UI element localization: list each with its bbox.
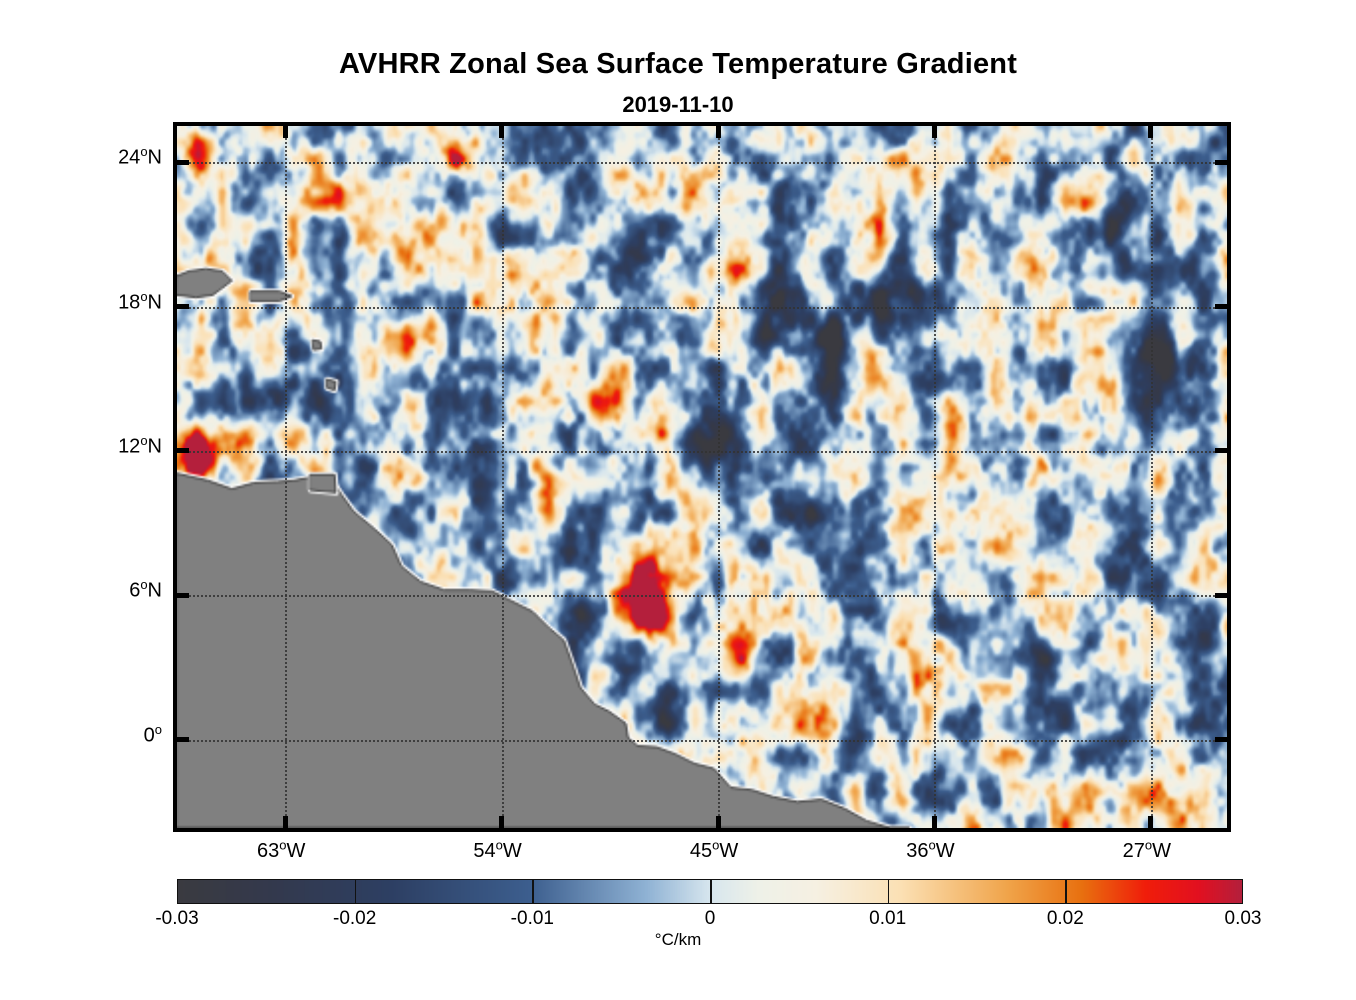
- gridline-lat-24°N: [177, 162, 1227, 165]
- x-tick-label-45°W: 45oW: [689, 837, 739, 862]
- degree-symbol: o: [140, 143, 148, 159]
- degree-symbol: o: [140, 288, 148, 304]
- colorbar-tick-mark: [887, 879, 890, 904]
- colorbar-tick-mark: [1065, 879, 1067, 904]
- y-tick-mark: [1215, 592, 1227, 598]
- y-tick-mark: [177, 159, 189, 165]
- degree-symbol: o: [712, 837, 720, 853]
- y-tick-label-12°N: 12oN: [118, 432, 162, 458]
- degree-symbol: o: [279, 837, 287, 853]
- gridline-lon-45°W: [718, 126, 721, 828]
- y-tick-label-0°: 0o: [143, 721, 162, 747]
- chart-subtitle: 2019-11-10: [622, 92, 734, 117]
- y-tick-mark: [1215, 448, 1227, 454]
- x-tick-mark: [715, 816, 721, 828]
- gridline-lat-12°N: [177, 450, 1227, 453]
- y-tick-mark: [1215, 737, 1227, 743]
- y-tick-label-18°N: 18oN: [118, 288, 162, 313]
- x-tick-mark: [499, 816, 505, 828]
- colorbar-tick-mark: [710, 879, 712, 904]
- y-tick-mark: [177, 304, 189, 309]
- degree-symbol: o: [495, 837, 503, 853]
- y-tick-mark: [177, 448, 189, 454]
- degree-symbol: o: [154, 721, 162, 737]
- x-tick-mark: [931, 816, 937, 828]
- x-tick-label-36°W: 36oW: [906, 837, 955, 862]
- x-tick-mark: [1148, 816, 1154, 828]
- y-tick-mark: [1215, 304, 1227, 309]
- colorbar-unit-label: °C/km: [654, 930, 702, 949]
- y-tick-label-24°N: 24oN: [118, 143, 162, 169]
- colorbar-tick-label--0.01: -0.01: [510, 908, 554, 929]
- colorbar-tick-mark: [354, 879, 357, 904]
- colorbar-tick-label-0.01: 0.01: [869, 908, 907, 929]
- map-axes: [173, 122, 1231, 832]
- degree-symbol: o: [140, 577, 148, 593]
- x-tick-mark: [931, 126, 937, 138]
- degree-symbol: o: [928, 837, 936, 853]
- y-tick-mark: [177, 737, 189, 743]
- x-tick-mark: [282, 816, 288, 828]
- x-tick-mark: [499, 126, 505, 138]
- x-tick-mark: [1148, 126, 1154, 138]
- degree-symbol: o: [1144, 837, 1153, 853]
- sst-gradient-heatmap: [177, 126, 1227, 828]
- x-tick-mark: [715, 126, 721, 138]
- gridline-lat-18°N: [177, 306, 1227, 309]
- gridline-lon-54°W: [501, 126, 504, 828]
- x-tick-label-27°W: 27oW: [1122, 837, 1172, 862]
- degree-symbol: o: [140, 432, 148, 448]
- gridline-lat-0°: [177, 739, 1227, 742]
- y-tick-mark: [177, 592, 189, 598]
- x-tick-label-54°W: 54oW: [473, 837, 522, 862]
- chart-title: AVHRR Zonal Sea Surface Temperature Grad…: [338, 48, 1018, 80]
- colorbar-tick-label--0.02: -0.02: [333, 908, 377, 929]
- gridline-lon-27°W: [1150, 126, 1153, 828]
- gridline-lon-63°W: [285, 126, 288, 828]
- colorbar-tick-label-0: 0: [704, 908, 716, 929]
- colorbar-tick-mark: [532, 879, 534, 904]
- y-tick-label-6°N: 6oN: [129, 577, 162, 602]
- x-tick-mark: [282, 126, 288, 138]
- gridline-lat-6°N: [177, 595, 1227, 598]
- colorbar-tick-label-0.02: 0.02: [1046, 908, 1084, 929]
- y-tick-mark: [1215, 159, 1227, 165]
- colorbar-tick-label-0.03: 0.03: [1224, 908, 1262, 929]
- gridline-lon-36°W: [934, 126, 937, 828]
- colorbar-tick-label--0.03: -0.03: [155, 908, 199, 929]
- x-tick-label-63°W: 63oW: [257, 837, 306, 862]
